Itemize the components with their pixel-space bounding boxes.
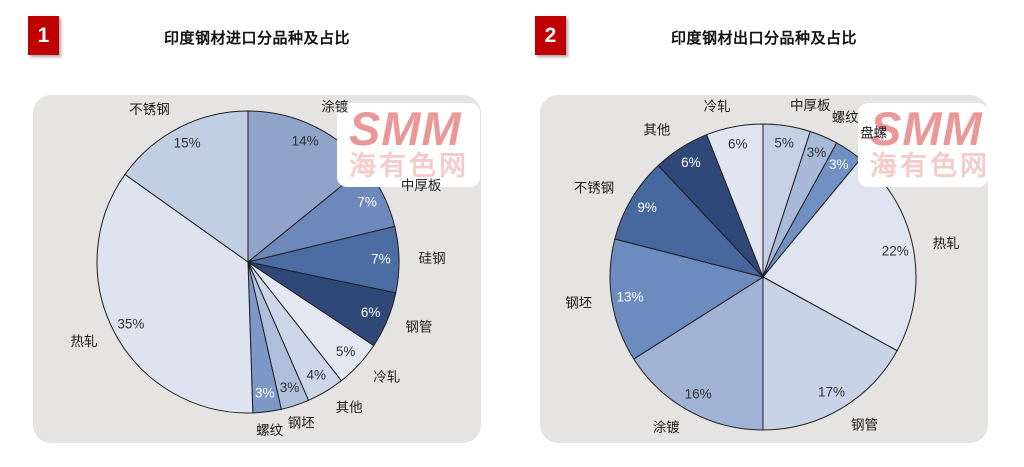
slice-name-label: 其他: [336, 400, 363, 415]
pie-slice-钢坯: [609, 238, 765, 360]
slice-percent-label: 17%: [818, 384, 845, 399]
pie-slice-不锈钢: [614, 164, 765, 278]
slice-percent-label: 4%: [307, 368, 327, 383]
pie-slices-layer: [96, 110, 400, 414]
slice-name-label: 钢管: [405, 319, 432, 334]
slice-name-label: 不锈钢: [129, 102, 170, 117]
watermark-cn-text: 海有色网: [349, 150, 469, 181]
slice-percent-label: 3%: [255, 385, 275, 400]
slice-name-label: 涂镀: [653, 419, 680, 435]
slice-percent-label: 5%: [774, 136, 794, 151]
pie-chart-exports: SMM 海有色网 5% 中厚板 3% 螺纹 3% 盘螺 22% 热轧 17% 钢管 16% 涂镀 13%…: [540, 95, 988, 443]
slice-percent-label: 6%: [681, 155, 701, 170]
slice-percent-label: 16%: [685, 387, 712, 402]
slice-percent-label: 15%: [174, 135, 201, 150]
slice-percent-label: 6%: [361, 305, 381, 320]
slice-name-label: 盘螺: [860, 125, 887, 141]
slice-percent-label: 14%: [292, 134, 319, 149]
slice-name-label: 热轧: [71, 334, 98, 349]
slice-name-label: 冷轧: [373, 369, 400, 384]
slice-percent-label: 6%: [728, 136, 748, 151]
slice-name-label: 螺纹: [256, 423, 283, 438]
slice-percent-label: 13%: [616, 290, 643, 305]
slice-name-label: 不锈钢: [574, 181, 615, 196]
panel-number-badge: 2: [535, 16, 566, 55]
pie-slice-不锈钢: [124, 110, 249, 263]
slice-name-label: 中厚板: [401, 178, 442, 193]
pie-labels-layer: 14% 涂镀 7% 中厚板 7% 硅钢 6% 钢管 5% 冷轧 4% 其他 3% 钢坯 3% 螺纹 35% 热轧 1…: [71, 98, 446, 438]
slice-percent-label: 7%: [371, 251, 391, 266]
slice-percent-label: 7%: [357, 195, 377, 210]
pie-slice-热轧: [96, 173, 254, 414]
smm-watermark: SMM 海有色网: [337, 103, 480, 187]
slice-percent-label: 3%: [807, 145, 827, 160]
slice-name-label: 中厚板: [790, 98, 831, 113]
slice-percent-label: 35%: [117, 316, 144, 331]
watermark-brand-text: SMM: [870, 103, 983, 155]
watermark-brand-text: SMM: [349, 103, 462, 155]
slice-name-label: 冷轧: [704, 99, 731, 114]
slice-percent-label: 9%: [637, 200, 657, 215]
slice-percent-label: 5%: [336, 344, 356, 359]
watermark-cn-text: 海有色网: [870, 150, 988, 181]
pie-slice-涂镀: [633, 276, 764, 431]
slice-name-label: 其他: [643, 123, 670, 138]
slice-name-label: 硅钢: [419, 251, 446, 266]
slice-percent-label: 3%: [280, 380, 300, 395]
pie-chart-imports: SMM 海有色网 14% 涂镀 7% 中厚板 7% 硅钢 6% 钢管 5% 冷轧 4% 其他 3% 钢坯 3…: [33, 95, 481, 443]
slice-name-label: 涂镀: [321, 98, 348, 114]
slice-percent-label: 22%: [882, 243, 909, 258]
slice-name-label: 热轧: [933, 236, 960, 251]
slice-name-label: 钢坯: [565, 296, 592, 311]
panel-number-badge: 1: [28, 16, 59, 55]
slice-name-label: 钢坯: [288, 416, 315, 431]
chart-title-imports: 印度钢材进口分品种及占比: [163, 30, 350, 47]
chart-title-exports: 印度钢材出口分品种及占比: [670, 30, 857, 47]
slice-name-label: 螺纹: [832, 110, 859, 125]
panel-imports: 1 印度钢材进口分品种及占比 SMM 海有色网 14% 涂镀 7% 中厚板 7% 硅钢 6%…: [20, 0, 494, 467]
pie-slice-冷轧: [706, 123, 764, 278]
panel-exports: 2 印度钢材出口分品种及占比 SMM 海有色网 5% 中厚板 3% 螺纹 3% 盘螺 22%…: [527, 0, 1001, 467]
pie-slices-layer: [609, 123, 917, 431]
smm-watermark: SMM 海有色网: [858, 103, 988, 187]
pie-slice-钢管: [762, 276, 898, 431]
slice-name-label: 钢管: [851, 417, 878, 432]
pie-labels-layer: 5% 中厚板 3% 螺纹 3% 盘螺 22% 热轧 17% 钢管 16% 涂镀 13% 钢坯 9% 不锈钢 6%…: [565, 98, 960, 435]
slice-percent-label: 3%: [829, 157, 849, 172]
